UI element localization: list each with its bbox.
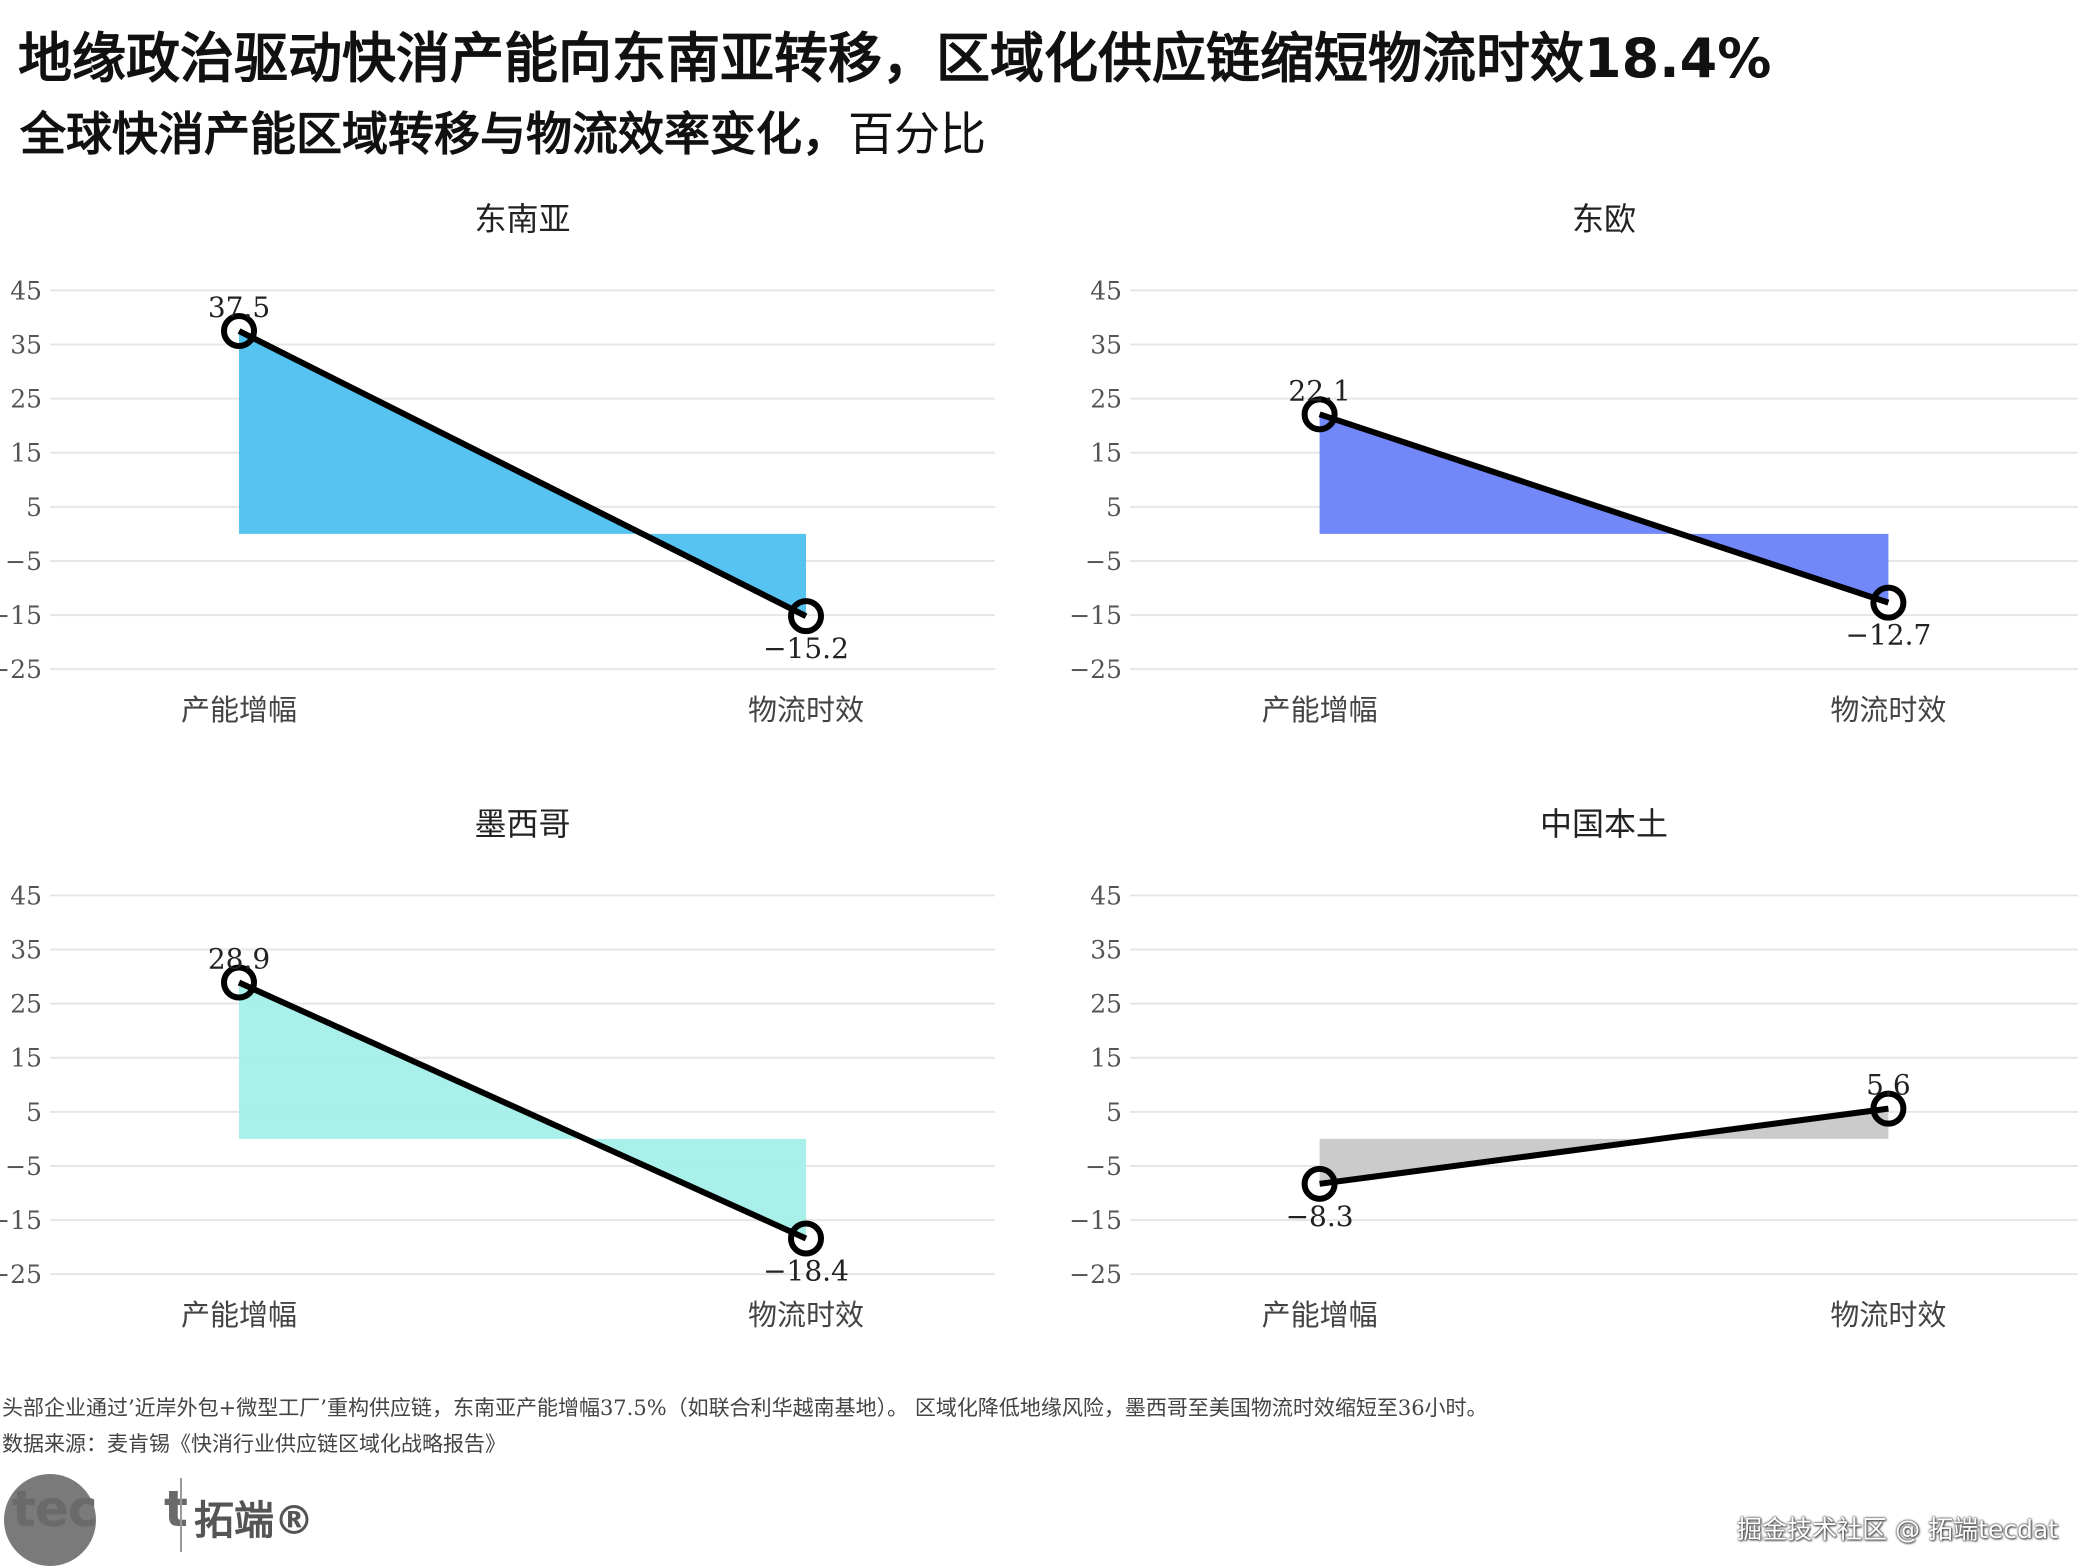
chart-panel-3: 墨西哥 45 35 25 15 5 −5 −15 −25 28.9 −18.4 产能增幅 物流时效 xyxy=(0,805,995,1332)
x-tick-label: 物流时效 xyxy=(748,1298,864,1332)
y-tick-label: −15 xyxy=(1069,601,1122,630)
panel-title: 中国本土 xyxy=(1540,805,1668,843)
x-tick-label: 物流时效 xyxy=(748,693,864,727)
x-tick-label: 产能增幅 xyxy=(181,693,297,727)
x-tick-label: 产能增幅 xyxy=(1262,1298,1378,1332)
tecdat-logo: tecdat 拓端® xyxy=(4,1470,324,1566)
data-label: 22.1 xyxy=(1288,374,1350,407)
y-tick-label: 5 xyxy=(1106,1098,1122,1127)
x-tick-label: 产能增幅 xyxy=(181,1298,297,1332)
y-tick-label: −25 xyxy=(0,1260,42,1289)
x-tick-label: 物流时效 xyxy=(1830,693,1946,727)
data-point xyxy=(1870,584,1907,621)
y-tick-label: 15 xyxy=(10,1044,42,1073)
y-tick-label: 5 xyxy=(26,1098,42,1127)
chart-panel-2: 东欧 45 35 25 15 5 −5 −15 −25 22.1 −12.7 产能增幅 物流时效 xyxy=(1069,200,2078,727)
y-tick-label: 35 xyxy=(1090,936,1122,965)
data-point xyxy=(788,1220,824,1257)
y-tick-label: −5 xyxy=(5,547,42,576)
logo-circle xyxy=(4,1474,96,1566)
data-source: 数据来源：麦肯锡《快消行业供应链区域化战略报告》 xyxy=(2,1432,506,1456)
y-tick-label: −15 xyxy=(1069,1206,1122,1235)
panel-title: 东欧 xyxy=(1572,200,1636,238)
chart-caption: 头部企业通过’近岸外包+微型工厂’重构供应链，东南亚产能增幅37.5%（如联合利… xyxy=(2,1396,1488,1420)
y-tick-label: −25 xyxy=(1069,1260,1122,1289)
y-tick-label: 25 xyxy=(1090,385,1122,414)
y-tick-label: 45 xyxy=(10,881,42,910)
series-line xyxy=(237,328,808,619)
logo-wordmark: tecdat xyxy=(12,1480,188,1538)
logo-chinese: 拓端® xyxy=(194,1498,314,1544)
data-point xyxy=(1870,1090,1907,1127)
y-tick-label: −15 xyxy=(0,1206,42,1235)
data-label: 37.5 xyxy=(208,291,270,324)
y-tick-label: 35 xyxy=(1090,331,1122,360)
series-line xyxy=(1319,1105,1889,1187)
y-tick-label: −5 xyxy=(5,1152,42,1181)
data-label: −18.4 xyxy=(763,1254,849,1287)
facet-charts: 东南亚453525155−5−15−2537.5−15.2产能增幅物流时效东欧4… xyxy=(0,200,2078,1332)
panel-title: 墨西哥 xyxy=(474,805,570,843)
series-line xyxy=(1318,411,1890,606)
y-tick-label: 45 xyxy=(1090,276,1122,305)
x-tick-label: 产能增幅 xyxy=(1262,693,1378,727)
y-tick-label: −15 xyxy=(0,601,42,630)
data-label: 28.9 xyxy=(208,943,270,976)
y-tick-label: 15 xyxy=(1090,1044,1122,1073)
y-tick-label: 5 xyxy=(1106,493,1122,522)
watermark: 掘金技术社区 @ 拓端tecdat xyxy=(1737,1515,2058,1544)
x-tick-label: 物流时效 xyxy=(1830,1298,1946,1332)
y-tick-label: 45 xyxy=(10,276,42,305)
y-tick-label: −5 xyxy=(1085,547,1122,576)
data-point xyxy=(788,598,824,635)
chart-title: 地缘政治驱动快消产能向东南亚转移，区域化供应链缩短物流时效18.4% xyxy=(18,27,1772,90)
y-tick-label: 45 xyxy=(1090,881,1122,910)
panel-title: 东南亚 xyxy=(474,200,570,238)
data-label: −8.3 xyxy=(1286,1200,1354,1233)
data-point xyxy=(1301,396,1338,433)
series-line xyxy=(237,979,808,1242)
data-label: −15.2 xyxy=(763,632,849,665)
y-tick-label: −5 xyxy=(1085,1152,1122,1181)
y-tick-label: 15 xyxy=(10,439,42,468)
y-tick-label: −25 xyxy=(1069,655,1122,684)
y-tick-label: −25 xyxy=(0,655,42,684)
y-tick-label: 25 xyxy=(10,385,42,414)
y-tick-label: 35 xyxy=(10,331,42,360)
y-tick-label: 5 xyxy=(26,493,42,522)
y-tick-label: 25 xyxy=(1090,990,1122,1019)
logo-divider xyxy=(180,1478,182,1552)
chart-panel-4: 中国本土 45 35 25 15 5 −5 −15 −25 −8.3 5.6 产能增幅 物流时效 xyxy=(1069,805,2078,1332)
chart-panel-1: 东南亚 45 35 25 15 5 −5 −15 −25 37.5 −15.2 产能增幅 物流时效 xyxy=(0,200,995,727)
chart-subtitle: 全球快消产能区域转移与物流效率变化，百分比 xyxy=(20,98,986,164)
y-tick-label: 25 xyxy=(10,990,42,1019)
data-label: −12.7 xyxy=(1845,619,1931,652)
data-point xyxy=(221,964,257,1001)
subtitle-unit: 百分比 xyxy=(848,107,986,161)
y-tick-label: 15 xyxy=(1090,439,1122,468)
data-point xyxy=(221,312,257,349)
subtitle-main: 全球快消产能区域转移与物流效率变化， xyxy=(20,107,848,161)
data-label: 5.6 xyxy=(1866,1069,1911,1102)
y-tick-label: 35 xyxy=(10,936,42,965)
data-point xyxy=(1301,1165,1338,1202)
